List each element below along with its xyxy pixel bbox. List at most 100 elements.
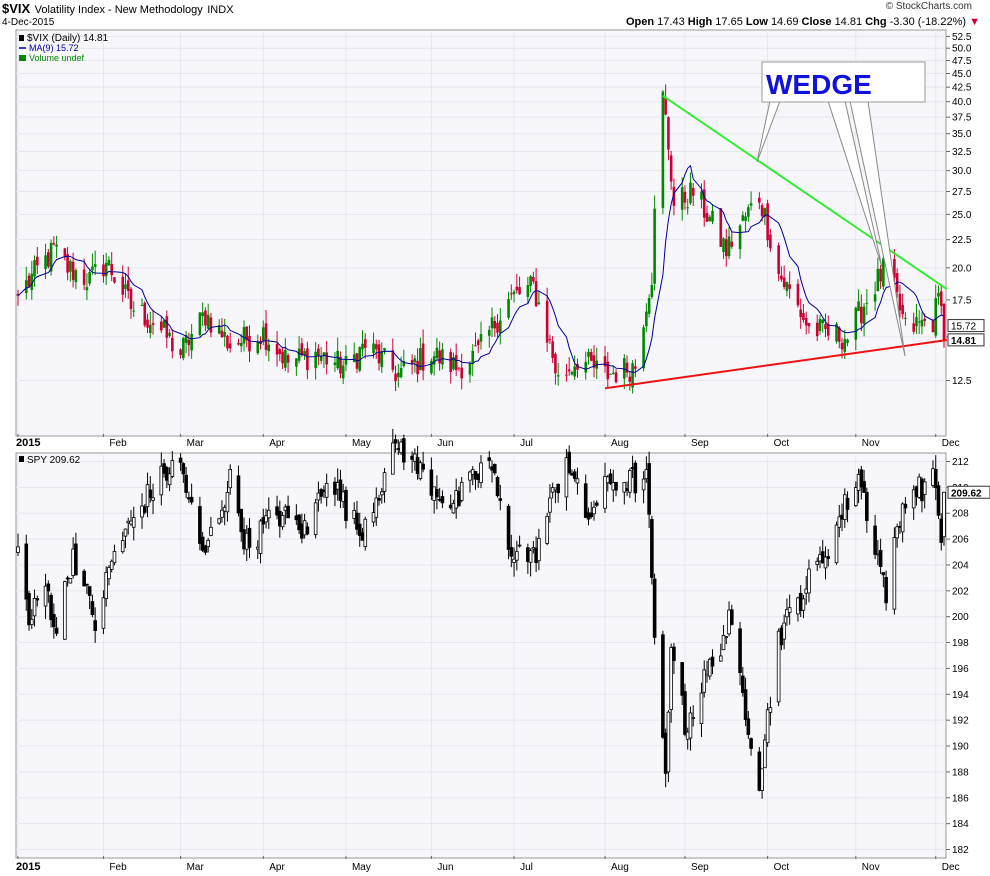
x-tick-label: Feb: [109, 438, 127, 449]
spy-candle: [178, 457, 183, 463]
vix-candle: [284, 349, 287, 368]
spy-candle: [669, 647, 673, 710]
y-tick-label: 208: [952, 509, 969, 520]
spy-candle: [487, 457, 492, 461]
spy-candle: [661, 634, 665, 738]
upper-trendline: [662, 94, 948, 290]
vix-candle: [702, 189, 706, 218]
vix-candle: [432, 356, 436, 365]
vix-candle: [730, 241, 734, 247]
vix-candle: [397, 372, 400, 378]
vix-candle: [306, 348, 309, 371]
vix-candle: [609, 373, 612, 375]
vix-candle: [507, 299, 510, 318]
chg-label: Chg: [865, 16, 887, 28]
spy-candle: [43, 585, 48, 607]
y-tick-label: 22.5: [952, 235, 972, 246]
spy-candle: [594, 502, 599, 506]
vix-candle: [487, 329, 491, 336]
spy-candle: [589, 512, 594, 518]
x-tick-label: Apr: [269, 438, 285, 449]
spy-candle: [614, 481, 618, 491]
vix-candle: [363, 339, 367, 348]
spy-candle: [228, 468, 233, 489]
vix-candle: [344, 356, 348, 365]
spy-candle: [903, 503, 908, 509]
vix-candle: [785, 282, 789, 291]
vix-candle: [565, 374, 568, 376]
vix-candle: [766, 203, 769, 241]
vix-candle: [82, 269, 86, 285]
spy-candles: [16, 428, 946, 799]
vix-candle: [339, 356, 342, 374]
spy-candle: [459, 481, 464, 501]
price-tag: [947, 333, 985, 347]
spy-candle: [815, 560, 820, 565]
vix-candle: [882, 258, 885, 287]
spy-candle: [776, 630, 781, 703]
spy-candle: [217, 518, 221, 524]
vix-candle: [435, 347, 439, 358]
vix-candle: [374, 344, 378, 350]
spy-panel-frame: [15, 452, 947, 859]
x-tick-label: Nov: [862, 438, 880, 449]
vix-candle: [416, 360, 419, 375]
vix-candle: [88, 272, 91, 284]
vix-candle: [391, 350, 395, 370]
vix-candle: [780, 275, 783, 280]
vix-candle: [248, 335, 251, 352]
spy-candle: [142, 506, 147, 513]
vix-candle: [162, 320, 166, 328]
spy-candle: [123, 528, 128, 537]
vix-candle: [551, 341, 554, 358]
vix-candle: [209, 317, 213, 333]
vix-candle: [377, 344, 381, 364]
vix-candle: [126, 280, 130, 291]
price-tag: [947, 485, 990, 499]
vix-candle: [642, 327, 645, 369]
vix-candle: [645, 311, 648, 327]
vix-candle: [341, 365, 345, 379]
spy-candle: [575, 478, 580, 484]
x-tick-label: Mar: [187, 438, 205, 449]
vix-candle: [537, 302, 541, 304]
vix-candle: [151, 323, 155, 325]
spy-gridlines: [16, 455, 946, 856]
vix-candle: [303, 351, 306, 356]
vix-candle: [763, 208, 767, 217]
vix-candle: [623, 358, 626, 379]
open-value: 17.43: [657, 16, 685, 28]
spy-candle: [167, 473, 172, 486]
vix-candle: [915, 317, 918, 327]
vix-candle: [493, 320, 497, 329]
vix-candle: [129, 288, 133, 310]
vix-candle: [815, 322, 819, 337]
vix-candle: [278, 349, 282, 355]
spy-candle: [297, 514, 301, 531]
vix-candle: [204, 310, 207, 326]
vix-candle: [727, 236, 731, 257]
spy-candle: [220, 509, 224, 518]
spy-candle: [82, 570, 86, 587]
close-label: Close: [801, 16, 832, 28]
spy-candle: [120, 540, 125, 553]
spy-candle: [691, 717, 696, 719]
close-value: 14.81: [834, 16, 863, 28]
spy-candle: [32, 598, 37, 617]
x-tick-label: Dec: [942, 862, 960, 873]
vix-candle: [824, 324, 827, 330]
vix-candle: [650, 285, 654, 298]
vix-candle: [317, 348, 320, 357]
vix-candle: [653, 208, 656, 284]
vix-candle: [239, 342, 243, 347]
vix-candle: [104, 262, 108, 277]
spy-candle: [74, 543, 78, 576]
vix-candle: [515, 286, 519, 291]
vix-candle: [206, 314, 210, 329]
vix-candle: [322, 352, 326, 357]
spy-candle: [537, 537, 541, 562]
spy-candle: [787, 607, 792, 613]
vix-x-axis: 2015 Feb Mar Apr May Jun Jul Aug Sep Oct Nov Dec: [16, 434, 960, 449]
vix-candle: [187, 339, 191, 346]
vix-candle: [777, 245, 780, 275]
